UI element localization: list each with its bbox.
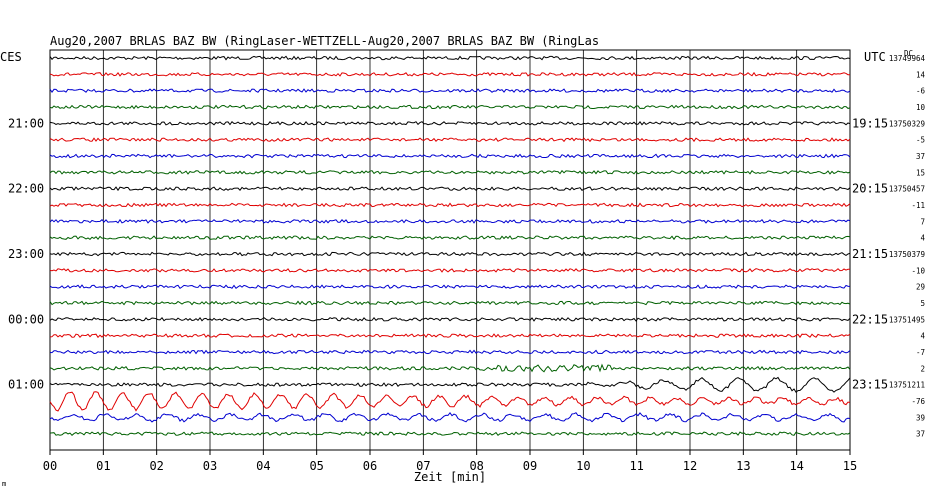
trace-14 bbox=[49, 284, 851, 290]
x-axis-label: Zeit [min] bbox=[414, 470, 486, 484]
dc-value: -11 bbox=[911, 201, 925, 210]
trace-8 bbox=[49, 186, 851, 192]
dc-value: 15 bbox=[916, 168, 925, 177]
left-hour-label: 21:00 bbox=[8, 116, 44, 130]
dc-value: 5 bbox=[920, 299, 925, 308]
trace-1 bbox=[49, 71, 851, 77]
trace-18 bbox=[49, 349, 851, 355]
left-axis-title: CES bbox=[0, 50, 22, 64]
trace-19 bbox=[49, 363, 851, 373]
trace-21 bbox=[49, 391, 851, 412]
trace-17 bbox=[49, 333, 851, 339]
x-tick-label: 03 bbox=[203, 459, 217, 473]
trace-20 bbox=[49, 376, 851, 393]
right-axis-title: UTC bbox=[864, 50, 886, 64]
dc-value: -10 bbox=[911, 266, 925, 275]
x-axis: 00 01 02 03 04 05 06 07 08 09 10 11 12 13 14 15 bbox=[43, 450, 857, 473]
dc-values: 13749964 14 -6 10 13750329 -5 37 15 13750457 -11 7… bbox=[889, 54, 926, 439]
dc-value: -7 bbox=[916, 348, 925, 357]
x-tick-label: 14 bbox=[789, 459, 803, 473]
trace-13 bbox=[49, 268, 851, 273]
trace-22 bbox=[49, 411, 851, 423]
dc-label: DC bbox=[904, 49, 913, 58]
x-tick-label: 05 bbox=[309, 459, 323, 473]
trace-0 bbox=[49, 55, 851, 61]
trace-15 bbox=[49, 300, 851, 306]
dc-value: 13751495 bbox=[889, 315, 925, 324]
dc-value: 37 bbox=[916, 430, 925, 439]
trace-4 bbox=[49, 120, 851, 126]
x-tick-label: 07 bbox=[416, 459, 430, 473]
x-tick-label: 04 bbox=[256, 459, 270, 473]
x-tick-label: 15 bbox=[843, 459, 857, 473]
right-hour-label: 23:15 bbox=[852, 378, 888, 392]
dc-value: 13750329 bbox=[889, 119, 925, 128]
grid-lines bbox=[102, 50, 798, 450]
x-tick-label: 06 bbox=[363, 459, 377, 473]
unit-marker: m bbox=[2, 480, 7, 488]
dc-value: -5 bbox=[916, 136, 925, 145]
dc-value: 39 bbox=[916, 413, 925, 422]
dc-value: 13749964 bbox=[889, 54, 926, 63]
dc-value: 13751211 bbox=[889, 381, 925, 390]
x-tick-label: 01 bbox=[96, 459, 110, 473]
dc-value: 13750379 bbox=[889, 250, 925, 259]
x-tick-label: 09 bbox=[523, 459, 537, 473]
x-tick-label: 11 bbox=[629, 459, 643, 473]
dc-value: 13750457 bbox=[889, 185, 925, 194]
left-hour-label: 01:00 bbox=[8, 378, 44, 392]
left-hour-label: 22:00 bbox=[8, 182, 44, 196]
left-hour-label: 23:00 bbox=[8, 247, 44, 261]
dc-value: 7 bbox=[920, 217, 925, 226]
trace-3 bbox=[49, 104, 851, 110]
x-tick-label: 10 bbox=[576, 459, 590, 473]
dc-value: 29 bbox=[916, 283, 925, 292]
trace-9 bbox=[49, 202, 851, 208]
trace-10 bbox=[49, 218, 851, 224]
hour-labels: 21:00 22:00 23:00 00:00 01:00 19:15 20:15 21:15… bbox=[8, 116, 888, 391]
chart-title: Aug20,2007 BRLAS BAZ BW (RingLaser-WETTZ… bbox=[50, 34, 599, 48]
trace-12 bbox=[49, 251, 851, 257]
trace-7 bbox=[49, 169, 851, 175]
plot-frame bbox=[49, 49, 851, 451]
dc-value: -76 bbox=[911, 397, 925, 406]
trace-11 bbox=[49, 235, 851, 241]
dc-value: 2 bbox=[920, 364, 925, 373]
x-tick-label: 00 bbox=[43, 459, 57, 473]
right-hour-label: 22:15 bbox=[852, 312, 888, 326]
dc-value: 4 bbox=[920, 234, 925, 243]
right-hour-label: 19:15 bbox=[852, 116, 888, 130]
trace-2 bbox=[49, 88, 851, 93]
traces bbox=[49, 55, 851, 437]
dc-value: 10 bbox=[916, 103, 926, 112]
dc-value: 37 bbox=[916, 152, 925, 161]
dc-value: -6 bbox=[916, 87, 926, 96]
trace-23 bbox=[49, 431, 851, 437]
trace-5 bbox=[49, 137, 851, 143]
x-tick-label: 02 bbox=[149, 459, 163, 473]
dc-value: 14 bbox=[916, 70, 926, 79]
left-hour-label: 00:00 bbox=[8, 312, 44, 326]
trace-6 bbox=[49, 153, 851, 159]
x-tick-label: 12 bbox=[683, 459, 697, 473]
trace-16 bbox=[49, 316, 851, 322]
right-hour-label: 21:15 bbox=[852, 247, 888, 261]
dc-value: 4 bbox=[920, 332, 925, 341]
x-tick-label: 13 bbox=[736, 459, 750, 473]
x-tick-label: 08 bbox=[469, 459, 483, 473]
right-hour-label: 20:15 bbox=[852, 182, 888, 196]
